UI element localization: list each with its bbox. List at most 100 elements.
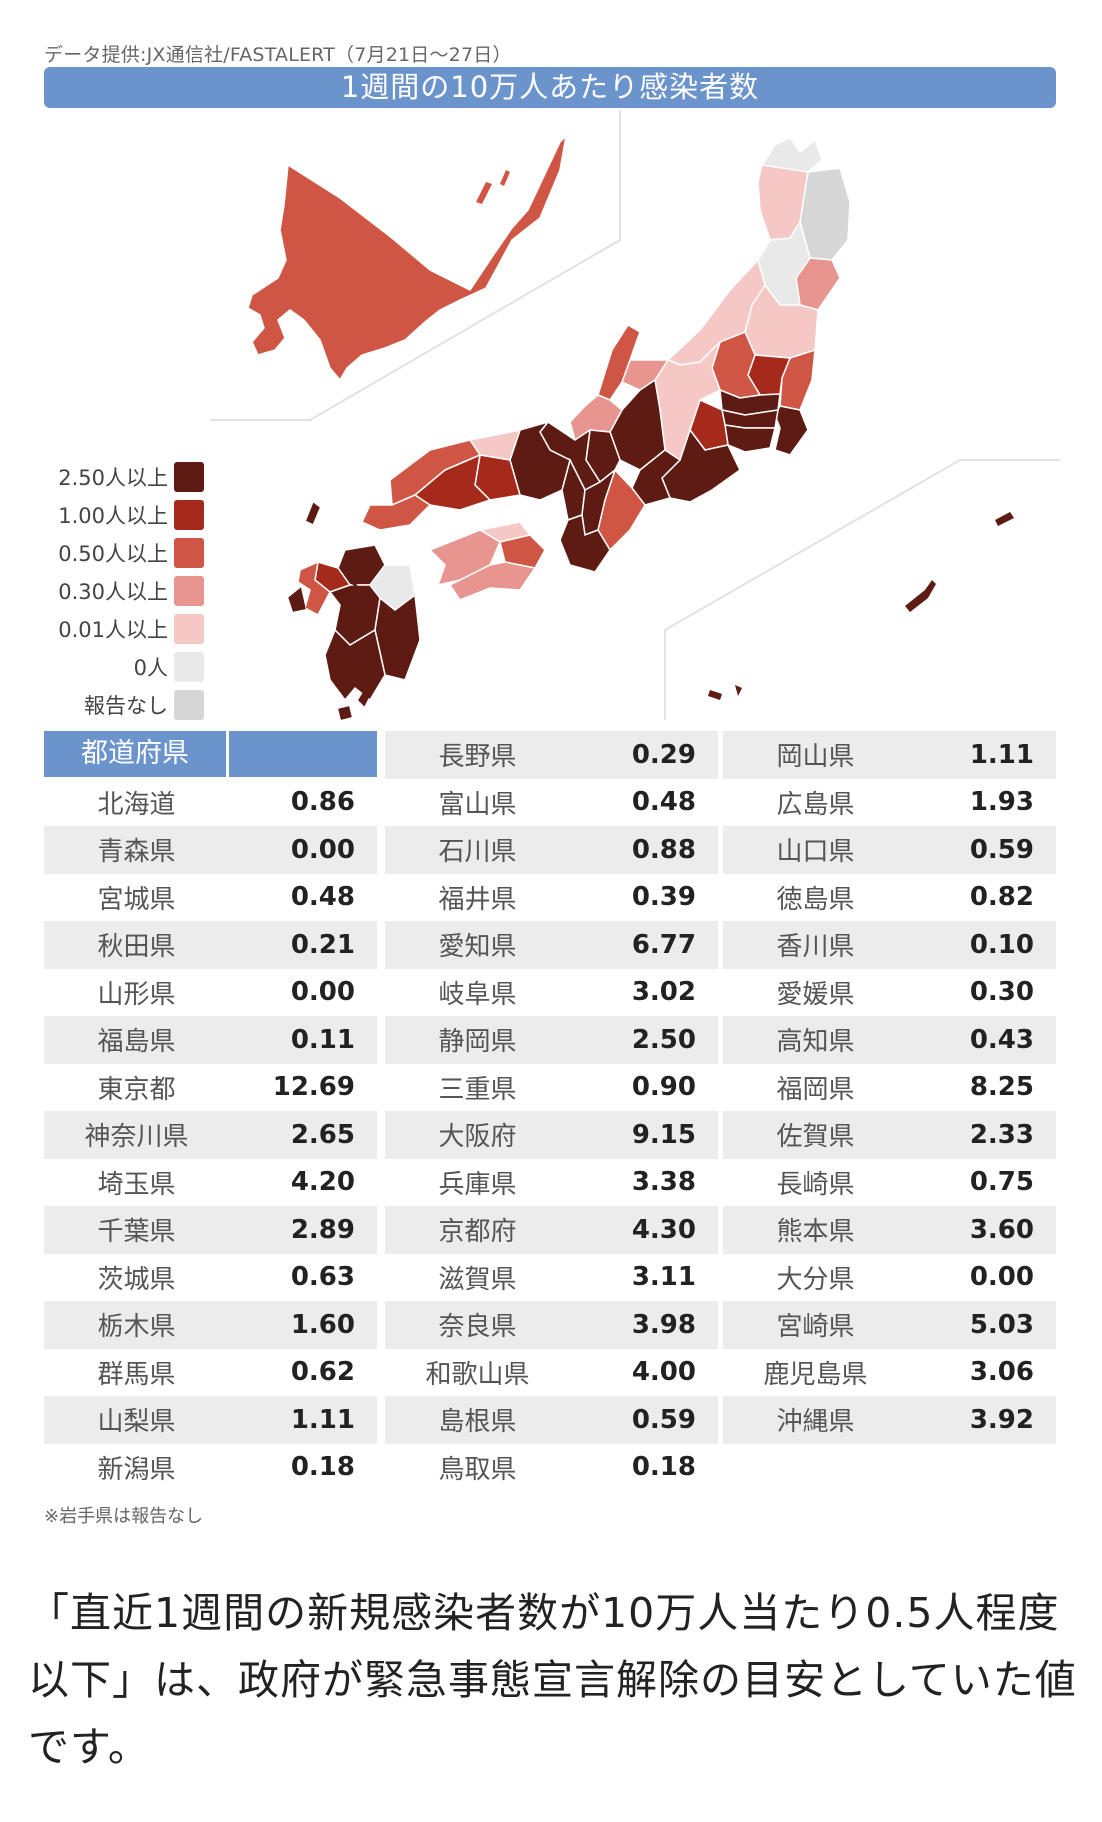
table-row: 大阪府 9.15 [385, 1111, 718, 1159]
prefecture-value: 3.60 [969, 1214, 1034, 1245]
table-row: 兵庫県 3.38 [385, 1159, 718, 1207]
prefecture-name: 秋田県 [97, 932, 176, 963]
caption-text: 「直近1週間の新規感染者数が10万人当たり0.5人程度以下」は、政府が緊急事態宣… [28, 1589, 1077, 1771]
prefecture-name: 山形県 [97, 979, 176, 1010]
prefecture-value: 2.33 [969, 1119, 1034, 1150]
legend-swatch [174, 576, 204, 606]
table-row: 埼玉県 4.20 [44, 1159, 377, 1207]
prefecture-miyazaki [374, 593, 421, 681]
table-row: 石川県 0.88 [385, 826, 718, 874]
prefecture-name: 青森県 [97, 837, 176, 868]
prefecture-name: 新潟県 [97, 1454, 176, 1485]
table-header: 都道府県 [44, 731, 377, 777]
prefecture-name: 三重県 [438, 1074, 517, 1105]
prefecture-name: 岡山県 [776, 742, 855, 773]
prefecture-name: 宮崎県 [776, 1312, 855, 1343]
prefecture-name: 和歌山県 [425, 1359, 530, 1390]
legend: 2.50人以上 1.00人以上 0.50人以上 0.30人以上 0.01人以上 … [44, 458, 204, 724]
prefecture-value: 4.00 [631, 1357, 696, 1388]
prefecture-value: 3.02 [631, 977, 696, 1008]
table-row: 三重県 0.90 [385, 1064, 718, 1112]
prefecture-value: 1.11 [969, 739, 1034, 770]
prefecture-value: 5.03 [969, 1309, 1034, 1340]
prefecture-name: 福岡県 [776, 1074, 855, 1105]
prefecture-value: 0.90 [631, 1072, 696, 1103]
prefecture-name: 山口県 [776, 837, 855, 868]
prefecture-name: 富山県 [438, 789, 517, 820]
prefecture-ishikawa [597, 323, 641, 401]
table-row: 東京都 12.69 [44, 1064, 377, 1112]
legend-item: 1.00人以上 [44, 496, 204, 534]
kuril-islands [476, 170, 510, 204]
prefecture-name: 高知県 [776, 1027, 855, 1058]
prefecture-value: 4.20 [290, 1167, 355, 1198]
table-row: 長崎県 0.75 [723, 1159, 1056, 1207]
legend-item: 2.50人以上 [44, 458, 204, 496]
prefecture-nagasaki [297, 560, 331, 617]
table-row: 神奈川県 2.65 [44, 1111, 377, 1159]
prefecture-name: 石川県 [438, 837, 517, 868]
table-row: 和歌山県 4.00 [385, 1349, 718, 1397]
map-title: 1週間の10万人あたり感染者数 [44, 67, 1056, 108]
prefecture-name: 宮城県 [97, 884, 176, 915]
table-row: 栃木県 1.60 [44, 1301, 377, 1349]
table-row: 徳島県 0.82 [723, 874, 1056, 922]
prefecture-name: 岐阜県 [438, 979, 517, 1010]
prefecture-name: 鳥取県 [438, 1454, 517, 1485]
prefecture-value: 3.06 [969, 1357, 1034, 1388]
prefecture-hokkaido [247, 133, 568, 382]
prefecture-value: 3.98 [631, 1309, 696, 1340]
prefecture-name: 福島県 [97, 1027, 176, 1058]
prefecture-value: 0.59 [631, 1404, 696, 1435]
prefecture-value: 0.43 [969, 1024, 1034, 1055]
table-row: 山梨県 1.11 [44, 1396, 377, 1444]
table-row: 佐賀県 2.33 [723, 1111, 1056, 1159]
table-row: 富山県 0.48 [385, 779, 718, 827]
table-header-blank [229, 731, 377, 777]
prefecture-name: 京都府 [438, 1217, 517, 1248]
prefecture-value: 0.21 [290, 929, 355, 960]
prefecture-name: 佐賀県 [776, 1122, 855, 1153]
prefecture-value: 0.88 [631, 834, 696, 865]
prefecture-value: 0.82 [969, 882, 1034, 913]
table-row: 愛知県 6.77 [385, 921, 718, 969]
prefecture-value: 0.62 [290, 1357, 355, 1388]
prefecture-name: 栃木県 [97, 1312, 176, 1343]
table-header-label: 都道府県 [44, 731, 226, 777]
prefecture-name: 群馬県 [97, 1359, 176, 1390]
prefecture-value: 12.69 [272, 1072, 355, 1103]
prefecture-value: 0.00 [290, 834, 355, 865]
table-row: 鳥取県 0.18 [385, 1444, 718, 1492]
prefecture-tokushima [499, 534, 546, 569]
prefecture-name: 愛知県 [438, 932, 517, 963]
table-row: 群馬県 0.62 [44, 1349, 377, 1397]
prefecture-name: 北海道 [97, 789, 176, 820]
table-row: 愛媛県 0.30 [723, 969, 1056, 1017]
prefecture-name: 徳島県 [776, 884, 855, 915]
prefecture-wakayama [559, 513, 611, 573]
prefecture-name: 長野県 [438, 742, 517, 773]
table-row: 山形県 0.00 [44, 969, 377, 1017]
prefecture-value: 1.93 [969, 787, 1034, 818]
prefecture-name: 神奈川県 [84, 1122, 189, 1153]
prefecture-name: 埼玉県 [97, 1169, 176, 1200]
prefecture-kanagawa [724, 424, 776, 453]
legend-item: 0.50人以上 [44, 534, 204, 572]
table-row: 福岡県 8.25 [723, 1064, 1056, 1112]
prefecture-value: 0.63 [290, 1262, 355, 1293]
prefecture-chiba [774, 405, 809, 456]
prefecture-value: 2.50 [631, 1024, 696, 1055]
legend-swatch [174, 690, 204, 720]
prefecture-name: 千葉県 [97, 1217, 176, 1248]
prefecture-value: 0.86 [290, 787, 355, 818]
prefecture-value: 0.00 [290, 977, 355, 1008]
table-row: 沖縄県 3.92 [723, 1396, 1056, 1444]
footnote: ※岩手県は報告なし [44, 1506, 204, 1527]
japan-choropleth-map [210, 110, 1060, 720]
legend-swatch [174, 462, 204, 492]
table-row: 宮城県 0.48 [44, 874, 377, 922]
prefecture-value: 8.25 [969, 1072, 1034, 1103]
legend-item: 0.30人以上 [44, 572, 204, 610]
table-row: 長野県 0.29 [385, 731, 718, 779]
table-row: 福井県 0.39 [385, 874, 718, 922]
